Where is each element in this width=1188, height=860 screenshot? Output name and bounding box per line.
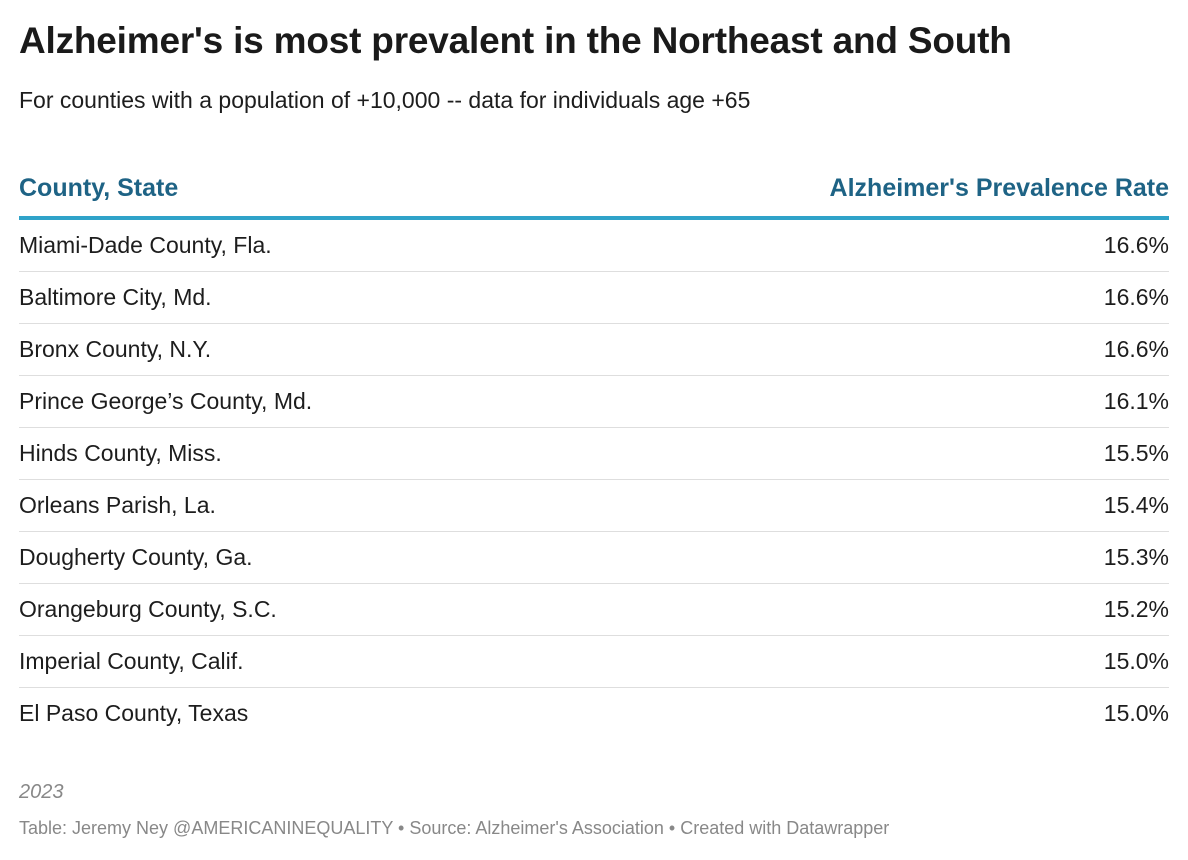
rate-cell: 15.5% (1103, 440, 1169, 466)
table-row: Orleans Parish, La. 15.4% (19, 480, 1169, 532)
column-header-county[interactable]: County, State (19, 174, 179, 202)
rate-cell: 16.1% (1103, 388, 1169, 414)
rate-cell: 15.0% (1103, 700, 1169, 726)
chart-title: Alzheimer's is most prevalent in the Nor… (19, 20, 1012, 61)
chart-subtitle: For counties with a population of +10,00… (19, 87, 751, 113)
table-body: Miami-Dade County, Fla. 16.6% Baltimore Ci… (19, 220, 1169, 740)
chart-footer: Table: Jeremy Ney @AMERICANINEQUALITY • … (19, 818, 890, 838)
county-cell: Imperial County, Calif. (19, 648, 244, 674)
county-cell: Miami-Dade County, Fla. (19, 232, 272, 258)
rate-cell: 15.4% (1103, 492, 1169, 518)
table-header: County, State Alzheimer's Prevalence Rat… (19, 168, 1169, 220)
table-row: Imperial County, Calif. 15.0% (19, 636, 1169, 688)
table-row: Baltimore City, Md. 16.6% (19, 272, 1169, 324)
table-row: Hinds County, Miss. 15.5% (19, 428, 1169, 480)
county-cell: El Paso County, Texas (19, 700, 249, 726)
county-cell: Baltimore City, Md. (19, 284, 212, 310)
table-row: Miami-Dade County, Fla. 16.6% (19, 220, 1169, 272)
table-row: Dougherty County, Ga. 15.3% (19, 532, 1169, 584)
chart-note: 2023 (19, 781, 64, 803)
county-cell: Prince George’s County, Md. (19, 388, 313, 414)
table-row: Orangeburg County, S.C. 15.2% (19, 584, 1169, 636)
county-cell: Bronx County, N.Y. (19, 336, 212, 362)
rate-cell: 16.6% (1103, 336, 1169, 362)
county-cell: Hinds County, Miss. (19, 440, 222, 466)
rate-cell: 16.6% (1103, 284, 1169, 310)
rate-cell: 15.0% (1103, 648, 1169, 674)
county-cell: Dougherty County, Ga. (19, 544, 253, 570)
data-table: County, State Alzheimer's Prevalence Rat… (19, 168, 1169, 740)
column-header-rate[interactable]: Alzheimer's Prevalence Rate (829, 174, 1169, 202)
table-row: Prince George’s County, Md. 16.1% (19, 376, 1169, 428)
county-cell: Orleans Parish, La. (19, 492, 216, 518)
rate-cell: 16.6% (1103, 232, 1169, 258)
rate-cell: 15.2% (1103, 596, 1169, 622)
table-row: El Paso County, Texas 15.0% (19, 688, 1169, 740)
rate-cell: 15.3% (1103, 544, 1169, 570)
county-cell: Orangeburg County, S.C. (19, 596, 277, 622)
table-row: Bronx County, N.Y. 16.6% (19, 324, 1169, 376)
